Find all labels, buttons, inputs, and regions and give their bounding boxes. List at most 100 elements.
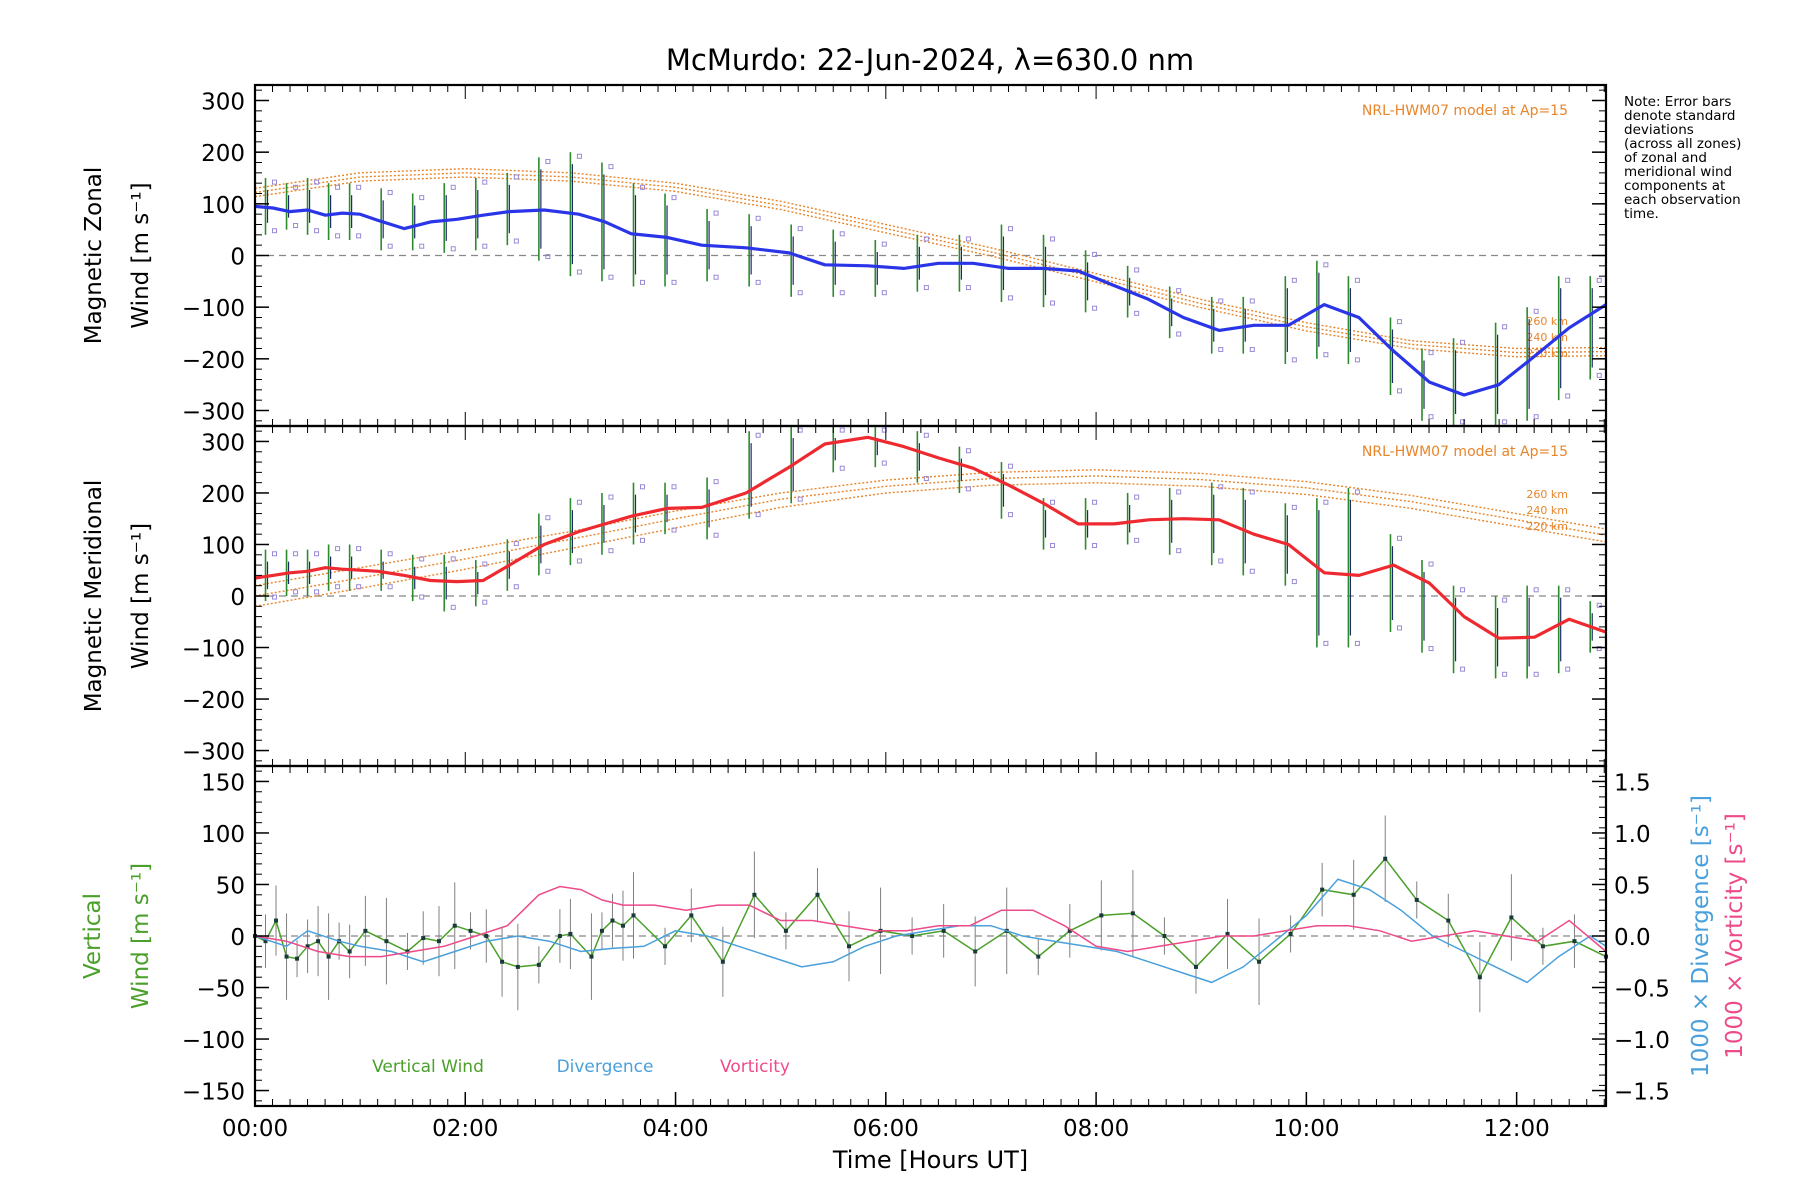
zone-sample-marker: [1323, 499, 1329, 505]
vorticity-line: [254, 885, 1607, 958]
vertical-wind-point: [620, 923, 625, 928]
zone-sample-marker: [639, 279, 645, 285]
zone-sample-marker: [419, 195, 425, 201]
x-tick-label: 08:00: [1063, 1116, 1129, 1142]
zone-sample-marker: [1596, 277, 1602, 283]
zonal-wind-panel: NRL-HWM07 model at Ap=15 260 km 240 km 220 …: [81, 83, 1608, 428]
vertical-wind-point: [1099, 913, 1104, 918]
zone-sample-marker: [513, 174, 519, 180]
zone-sample-marker: [608, 494, 614, 500]
zone-sample-marker: [387, 243, 393, 249]
y-tick-label: 100: [201, 533, 245, 559]
zone-sample-marker: [513, 238, 519, 244]
zone-sample-marker: [797, 496, 803, 502]
vertical-wind-point: [452, 923, 457, 928]
model-altitude-label: 220 km: [1526, 520, 1568, 533]
zone-sample-marker: [1092, 543, 1098, 549]
vertical-wind-point: [783, 928, 788, 933]
vertical-wind-point: [557, 934, 562, 938]
model-curve: [254, 475, 1607, 597]
model-label: NRL-HWM07 model at Ap=15: [1362, 103, 1568, 119]
model-altitude-label: 240 km: [1526, 331, 1568, 344]
zone-sample-marker: [1533, 587, 1539, 593]
zone-sample-marker: [513, 540, 519, 546]
vertical-wind-point: [631, 913, 636, 918]
zone-sample-marker: [1050, 300, 1056, 306]
model-curve: [254, 176, 1607, 358]
y-axis-label: Vertical: [80, 893, 106, 979]
vertical-wind-point: [941, 928, 946, 933]
vertical-wind-point: [1193, 964, 1198, 969]
zone-sample-marker: [419, 243, 425, 249]
zone-sample-marker: [356, 546, 362, 552]
y-tick-label: 100: [201, 822, 245, 848]
vertical-wind-point: [263, 939, 268, 944]
zone-sample-marker: [1428, 646, 1434, 652]
zone-sample-marker: [1007, 226, 1013, 232]
zone-sample-marker: [923, 236, 929, 242]
divergence-axis-label: 1000 × Divergence [s⁻¹]: [1688, 795, 1714, 1077]
y-tick-label: −150: [182, 1080, 245, 1106]
vertical-wind-point: [568, 931, 573, 936]
vertical-wind-point: [663, 944, 668, 949]
zone-sample-marker: [1428, 561, 1434, 567]
note-line: deviations: [1624, 122, 1694, 138]
right-tick-label: 0.5: [1614, 873, 1651, 899]
zone-sample-marker: [923, 432, 929, 438]
vertical-wind-point: [1288, 931, 1293, 936]
zone-sample-marker: [1596, 372, 1602, 378]
zone-sample-marker: [576, 558, 582, 564]
zone-sample-marker: [1249, 347, 1255, 353]
zone-sample-marker: [1007, 463, 1013, 469]
vertical-wind-point: [815, 892, 820, 897]
zone-sample-marker: [419, 594, 425, 600]
zone-sample-marker: [356, 184, 362, 190]
y-tick-label: 150: [201, 770, 245, 796]
zone-sample-marker: [839, 231, 845, 237]
y-tick-label: −50: [196, 977, 245, 1003]
zone-sample-marker: [1176, 288, 1182, 294]
zone-sample-marker: [482, 243, 488, 249]
zone-sample-marker: [839, 427, 845, 433]
zone-sample-marker: [797, 427, 803, 433]
zone-sample-marker: [450, 556, 456, 562]
note-line: each observation: [1624, 192, 1741, 208]
zone-sample-marker: [576, 269, 582, 275]
x-tick-label: 10:00: [1273, 1116, 1339, 1142]
note-line: time.: [1624, 206, 1659, 222]
zone-sample-marker: [923, 476, 929, 482]
zone-sample-marker: [608, 548, 614, 554]
vertical-wind-point: [1509, 915, 1514, 920]
x-tick-label: 06:00: [853, 1116, 919, 1142]
vertical-wind-point: [847, 944, 852, 949]
vertical-wind-point: [363, 928, 368, 933]
x-tick-label: 00:00: [222, 1116, 288, 1142]
y-tick-label: 0: [230, 245, 245, 271]
y-tick-label: 100: [201, 193, 245, 219]
right-tick-label: 1.5: [1614, 770, 1651, 796]
zone-sample-marker: [387, 584, 393, 590]
zone-sample-marker: [755, 279, 761, 285]
model-label: NRL-HWM07 model at Ap=15: [1362, 444, 1568, 460]
y-tick-label: 0: [230, 925, 245, 951]
zone-sample-marker: [1396, 625, 1402, 631]
zone-sample-marker: [1323, 640, 1329, 646]
zone-sample-marker: [293, 589, 299, 595]
zone-sample-marker: [881, 290, 887, 296]
zone-sample-marker: [1565, 277, 1571, 283]
y-tick-label: 200: [201, 482, 245, 508]
zone-sample-marker: [671, 484, 677, 490]
zone-sample-marker: [1134, 310, 1140, 316]
zone-sample-marker: [1134, 267, 1140, 273]
y-tick-label: −100: [182, 1028, 245, 1054]
vertical-wind-point: [910, 934, 915, 938]
zone-sample-marker: [335, 546, 341, 552]
vertical-wind-point: [1383, 856, 1388, 861]
y-axis-label: Wind [m s⁻¹]: [128, 523, 154, 669]
zone-sample-marker: [1396, 319, 1402, 325]
y-tick-label: −300: [182, 740, 245, 766]
vertical-wind-point: [1036, 954, 1041, 959]
zone-sample-marker: [1291, 357, 1297, 363]
zone-sample-marker: [1396, 535, 1402, 541]
